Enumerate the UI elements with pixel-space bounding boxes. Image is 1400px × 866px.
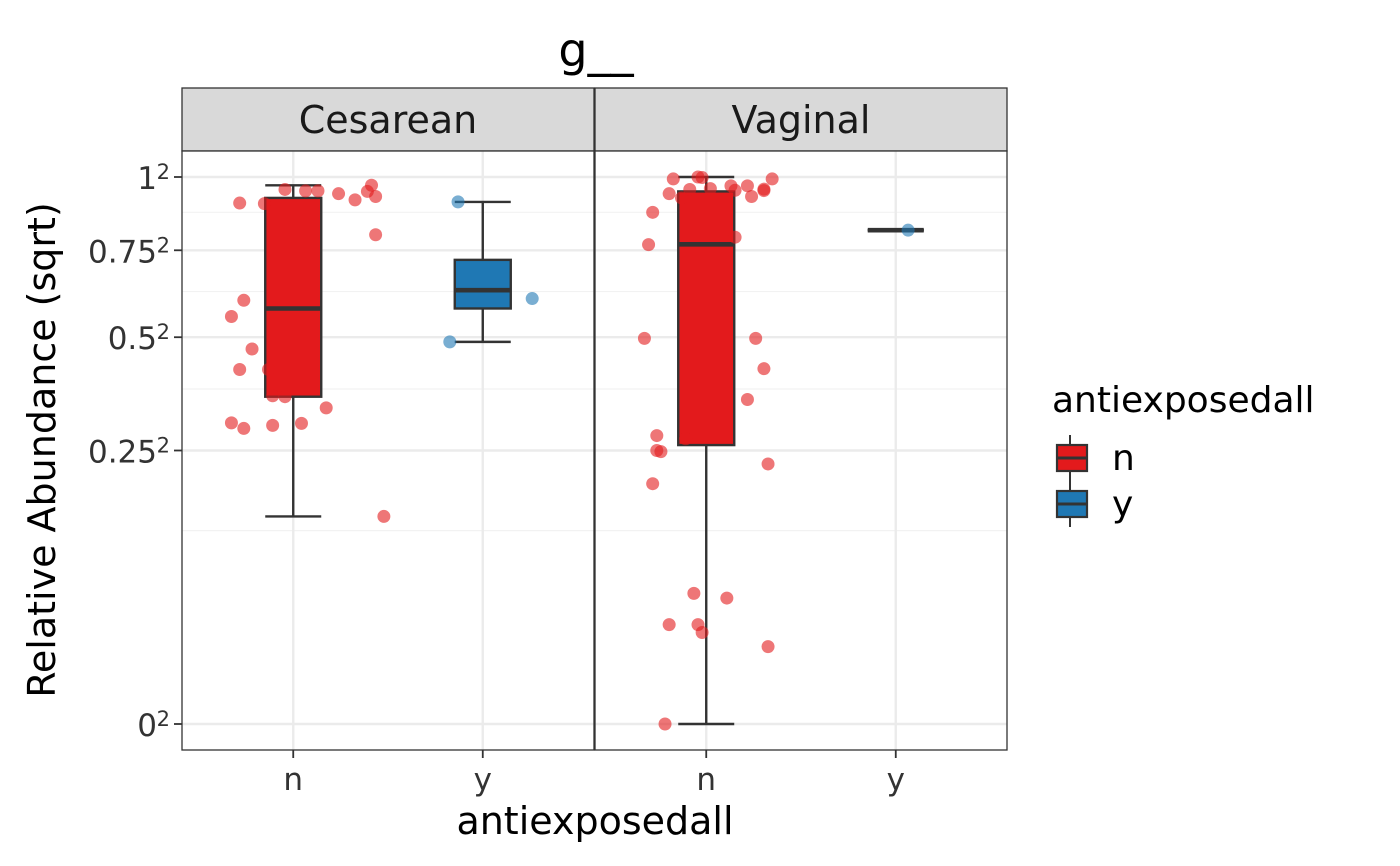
data-point-n — [278, 182, 292, 196]
legend-item-y: y — [1055, 481, 1133, 527]
data-point-n — [233, 196, 247, 210]
data-point-n — [245, 342, 259, 356]
y-tick-exponent: 2 — [157, 233, 170, 257]
facet-strip-label: Vaginal — [732, 98, 871, 142]
data-point-n — [646, 477, 660, 491]
facet-strip — [594, 87, 1008, 152]
data-point-n — [650, 429, 664, 443]
box-body — [453, 258, 512, 310]
y-tick-exponent: 2 — [157, 707, 170, 731]
data-point-n — [662, 187, 676, 201]
data-point-n — [740, 179, 754, 193]
data-point-n — [224, 309, 238, 323]
box-body — [677, 190, 736, 447]
box-body — [264, 196, 323, 398]
data-point-n — [257, 197, 271, 211]
y-tick-label: 21 — [137, 160, 170, 197]
y-tick-label: 20.5 — [108, 320, 170, 357]
x-tick-label: n — [283, 762, 303, 798]
data-point-n — [233, 363, 247, 377]
data-point-n — [266, 418, 280, 432]
box-n — [677, 175, 736, 726]
data-point-n — [266, 389, 280, 403]
panel-border — [594, 150, 1008, 751]
legend: antiexposedall ny — [1052, 380, 1315, 527]
legend-label: y — [1112, 484, 1133, 525]
data-point-n — [728, 230, 742, 244]
x-tick-label: y — [474, 762, 492, 798]
box-n — [264, 184, 323, 518]
data-point-n — [224, 416, 238, 430]
data-point-n — [745, 189, 759, 203]
y-tick-exponent: 2 — [157, 160, 170, 184]
y-tick-label: 20.25 — [88, 434, 170, 471]
data-point-n — [740, 392, 754, 406]
data-point-n — [332, 187, 346, 201]
data-point-n — [703, 182, 717, 196]
data-point-n — [675, 191, 689, 205]
data-point-y — [443, 335, 457, 349]
data-point-n — [666, 172, 680, 186]
facet-panel-2: Vaginal n y — [594, 87, 1008, 798]
data-point-n — [679, 432, 693, 446]
data-point-n — [237, 421, 251, 435]
data-point-n — [658, 717, 672, 731]
chart-title: g__ — [558, 23, 634, 77]
data-point-n — [299, 184, 313, 198]
y-tick-base: 0.75 — [88, 234, 157, 270]
data-point-n — [369, 228, 383, 242]
data-point-n — [761, 457, 775, 471]
y-tick-base: 1 — [137, 161, 157, 197]
data-point-n — [695, 171, 709, 185]
y-tick-base: 0 — [137, 708, 157, 744]
data-point-n — [278, 390, 292, 404]
y-axis-title: Relative Abundance (sqrt) — [20, 202, 64, 698]
data-point-n — [642, 238, 656, 252]
facet-strip — [181, 87, 595, 152]
legend-title: antiexposedall — [1052, 380, 1315, 421]
data-point-n — [262, 363, 276, 377]
y-tick-exponent: 2 — [157, 320, 170, 344]
y-tick-label: 20 — [137, 707, 170, 744]
data-point-n — [348, 193, 362, 207]
data-point-n — [749, 331, 763, 345]
data-point-y — [901, 223, 915, 237]
data-point-n — [311, 184, 325, 198]
x-tick-label: n — [696, 762, 716, 798]
data-point-n — [377, 509, 391, 523]
data-point-n — [683, 182, 697, 196]
y-tick-exponent: 2 — [157, 434, 170, 458]
legend-item-n: n — [1055, 435, 1135, 481]
data-point-n — [687, 586, 701, 600]
data-point-n — [662, 618, 676, 632]
y-tick-base: 0.25 — [88, 435, 157, 471]
data-point-n — [237, 293, 251, 307]
data-point-n — [369, 189, 383, 203]
data-point-n — [765, 172, 779, 186]
x-tick-label: y — [887, 762, 905, 798]
data-point-y — [525, 292, 539, 306]
y-tick-base: 0.5 — [108, 321, 157, 357]
data-point-n — [757, 362, 771, 376]
data-point-n — [728, 183, 742, 197]
data-point-n — [720, 591, 734, 605]
box-y — [453, 200, 512, 344]
data-point-n — [695, 625, 709, 639]
data-point-n — [761, 640, 775, 654]
data-point-y — [451, 195, 465, 209]
data-point-n — [654, 445, 668, 459]
x-axis-title: antiexposedall — [456, 799, 733, 843]
data-point-n — [319, 401, 333, 415]
facet-strip-label: Cesarean — [299, 98, 478, 142]
y-tick-label: 20.75 — [88, 233, 170, 270]
data-point-n — [294, 416, 308, 430]
data-point-n — [757, 184, 771, 198]
data-point-n — [637, 331, 651, 345]
data-point-n — [646, 205, 660, 219]
facet-panel-1: Cesarean n y — [181, 87, 595, 798]
legend-label: n — [1112, 438, 1135, 479]
